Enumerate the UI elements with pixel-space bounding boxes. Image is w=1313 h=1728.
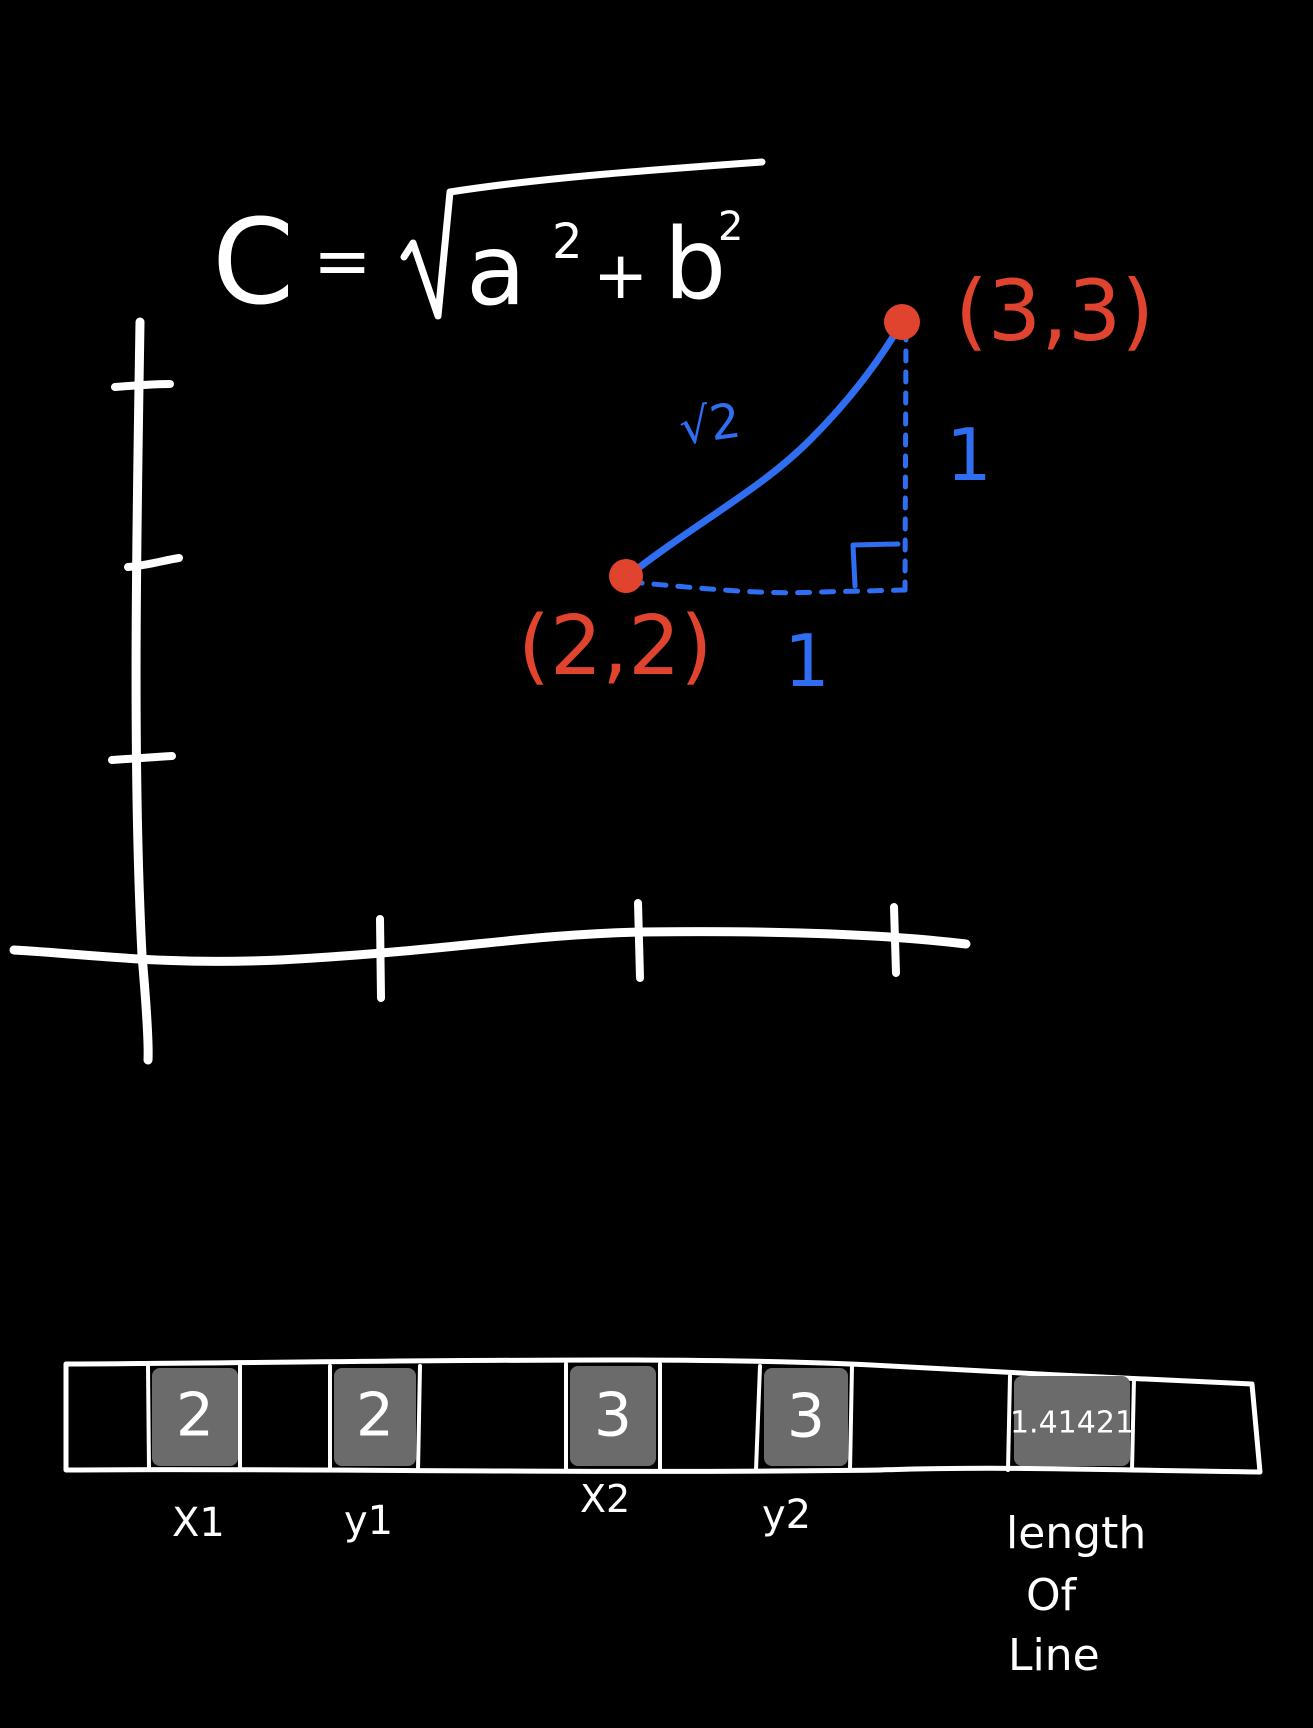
y-tick-3 — [108, 752, 176, 764]
memory-cell-y2: 3 y2 — [762, 1368, 848, 1538]
point-3-3 — [884, 304, 920, 340]
y-axis — [131, 317, 153, 1065]
formula-a: a — [466, 214, 526, 328]
strip-divider-2b — [416, 1364, 422, 1472]
sqrt-sign — [400, 158, 766, 320]
formula: C = a 2 + b 2 — [212, 158, 766, 331]
cell-x2-label: X2 — [580, 1477, 630, 1521]
formula-c: C — [212, 193, 294, 331]
cell-x1-box — [152, 1368, 238, 1466]
x-tick-2 — [634, 899, 644, 982]
cell-y2-value: 3 — [787, 1382, 825, 1452]
x-axis — [9, 927, 971, 966]
strip-divider-4b — [848, 1364, 854, 1472]
strip-divider-4a — [754, 1364, 762, 1472]
x-tick-1 — [376, 915, 385, 1002]
right-angle-marker — [850, 541, 901, 589]
cell-length-label-line-3: Line — [1008, 1630, 1100, 1681]
cell-y1-value: 2 — [356, 1381, 394, 1451]
right-triangle: √2 1 1 — [624, 318, 992, 703]
hypotenuse-line — [624, 318, 906, 580]
cell-x1-label: X1 — [172, 1500, 225, 1546]
cell-x2-box — [570, 1366, 656, 1466]
memory-strip: 2 X1 2 y1 3 X2 3 y2 1.41421 length Of Li… — [63, 1357, 1263, 1681]
horizontal-leg-label: 1 — [784, 619, 830, 703]
strip-divider-1a — [146, 1364, 151, 1472]
horizontal-leg-dashed — [627, 579, 908, 596]
formula-plus: + — [593, 237, 648, 314]
hypotenuse-label: √2 — [676, 393, 744, 457]
x-tick-3 — [890, 903, 900, 977]
formula-equals: = — [313, 220, 372, 302]
memory-cell-x2: 3 X2 — [570, 1366, 656, 1521]
axes — [9, 317, 971, 1065]
memory-cell-x1: 2 X1 — [152, 1368, 238, 1546]
strip-divider-5b — [1130, 1376, 1136, 1472]
point-3-3-label: (3,3) — [955, 262, 1154, 360]
strip-outline — [63, 1357, 1263, 1475]
vertical-leg-dashed — [902, 327, 909, 593]
formula-b: b — [664, 208, 726, 322]
cell-length-box — [1014, 1376, 1130, 1466]
y-tick-2 — [124, 554, 183, 571]
points: (2,2) (3,3) — [518, 262, 1154, 694]
memory-cell-length: 1.41421 length Of Line — [1006, 1376, 1146, 1681]
cell-x2-value: 3 — [594, 1381, 632, 1451]
y-tick-1 — [111, 380, 174, 391]
point-2-2-label: (2,2) — [518, 599, 712, 694]
cell-length-label-line-1: length — [1006, 1508, 1146, 1559]
cell-y1-box — [334, 1368, 416, 1466]
formula-a-exponent: 2 — [552, 214, 583, 270]
point-2-2 — [609, 559, 643, 593]
cell-x1-value: 2 — [176, 1381, 214, 1451]
cell-length-value: 1.41421 — [1010, 1406, 1134, 1441]
cell-length-label-line-2: Of — [1026, 1570, 1078, 1621]
cell-y1-label: y1 — [344, 1498, 393, 1544]
cell-y2-label: y2 — [762, 1492, 811, 1538]
strip-divider-5a — [1006, 1374, 1012, 1472]
vertical-leg-label: 1 — [946, 413, 992, 497]
cell-y2-box — [764, 1368, 848, 1466]
formula-b-exponent: 2 — [718, 204, 743, 250]
memory-cell-y1: 2 y1 — [334, 1368, 416, 1544]
